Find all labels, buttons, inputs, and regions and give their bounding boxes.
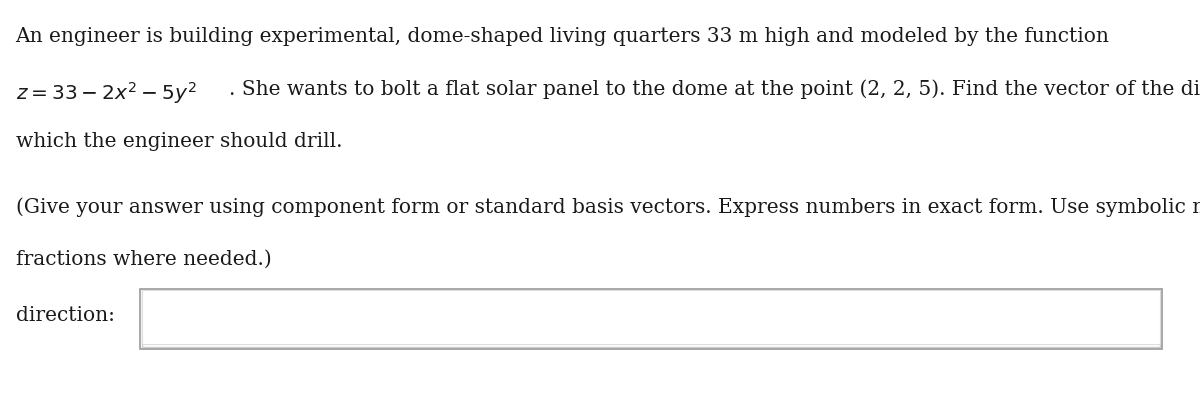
Text: . She wants to bolt a flat solar panel to the dome at the point (2, 2, 5). Find : . She wants to bolt a flat solar panel t…: [229, 80, 1200, 100]
Text: $z = 33 - 2x^2 - 5y^2$: $z = 33 - 2x^2 - 5y^2$: [16, 80, 196, 106]
Text: An engineer is building experimental, dome-shaped living quarters 33 m high and : An engineer is building experimental, do…: [16, 27, 1110, 46]
Text: (Give your answer using component form or standard basis vectors. Express number: (Give your answer using component form o…: [16, 197, 1200, 217]
Text: which the engineer should drill.: which the engineer should drill.: [16, 132, 342, 151]
Text: direction:: direction:: [16, 306, 115, 326]
Text: fractions where needed.): fractions where needed.): [16, 250, 271, 269]
